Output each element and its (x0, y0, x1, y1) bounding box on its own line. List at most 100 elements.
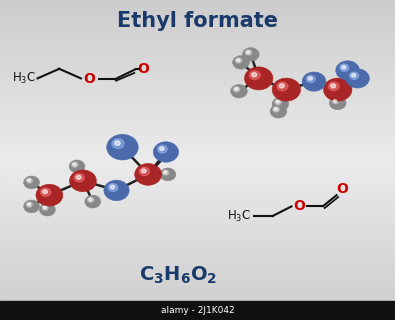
Bar (0, 104, 395, 106)
Bar (0, 293, 395, 294)
Bar (0, 21, 395, 22)
Bar (0, 237, 395, 238)
Circle shape (43, 190, 47, 194)
Bar (0, 77, 395, 78)
Bar (0, 163, 395, 165)
Bar (0, 125, 395, 126)
Circle shape (112, 139, 124, 148)
Bar (0, 80, 395, 82)
Bar (0, 245, 395, 246)
Circle shape (36, 184, 63, 206)
Bar (0, 170, 395, 171)
Bar (0, 131, 395, 133)
Bar (0, 288, 395, 290)
Bar (0, 213, 395, 214)
Bar (0, 43, 395, 45)
Bar (0, 149, 395, 150)
Bar (0, 3, 395, 5)
Bar (0, 42, 395, 43)
Bar (0, 194, 395, 195)
Circle shape (342, 66, 346, 69)
Text: Ethyl formate: Ethyl formate (117, 11, 278, 31)
Circle shape (276, 101, 279, 103)
Bar (0, 197, 395, 198)
Bar (0, 157, 395, 158)
Bar (0, 294, 395, 296)
Bar (0, 266, 395, 267)
Bar (0, 290, 395, 291)
Bar (0, 160, 395, 162)
Circle shape (163, 170, 169, 175)
Bar (0, 230, 395, 232)
Bar (0, 190, 395, 192)
Bar (0, 261, 395, 262)
Circle shape (272, 97, 289, 111)
Bar (0, 267, 395, 269)
Bar (0, 10, 395, 11)
Bar (0, 301, 395, 302)
Circle shape (135, 164, 162, 185)
Text: O: O (137, 62, 149, 76)
Bar (0, 202, 395, 203)
Bar (0, 133, 395, 134)
Bar (0, 37, 395, 38)
Bar (0, 75, 395, 77)
Bar (0, 90, 395, 91)
Circle shape (237, 59, 240, 61)
Bar (0, 59, 395, 61)
Bar (0, 243, 395, 245)
Bar (0, 166, 395, 168)
Circle shape (24, 200, 40, 213)
Bar (0, 306, 395, 307)
Circle shape (108, 184, 118, 191)
Bar (0, 29, 395, 30)
Circle shape (245, 50, 252, 55)
Circle shape (115, 141, 120, 145)
Circle shape (272, 78, 301, 101)
Bar (0, 146, 395, 147)
Bar (0, 8, 395, 10)
Bar (0, 269, 395, 270)
Bar (0, 178, 395, 179)
Bar (0, 165, 395, 166)
Bar (0, 58, 395, 59)
Circle shape (336, 61, 359, 80)
Bar (0, 72, 395, 74)
Bar (0, 54, 395, 56)
Circle shape (274, 108, 277, 110)
Circle shape (160, 168, 176, 181)
Bar (0, 150, 395, 152)
Bar (0, 64, 395, 66)
Bar (0, 6, 395, 8)
Bar (0, 218, 395, 219)
Bar (0, 0, 395, 2)
Circle shape (73, 163, 76, 165)
Bar (0, 229, 395, 230)
Bar (0, 298, 395, 299)
Bar (0, 296, 395, 298)
Bar (0, 110, 395, 112)
Circle shape (24, 176, 40, 189)
Circle shape (42, 205, 48, 210)
Bar (0, 91, 395, 93)
Bar (0, 251, 395, 253)
Circle shape (235, 58, 242, 63)
Bar (0, 310, 395, 312)
Bar (0, 198, 395, 200)
Bar (0, 66, 395, 67)
Bar (0, 258, 395, 259)
Bar (0, 122, 395, 123)
Bar (0, 318, 395, 320)
Bar (0, 216, 395, 218)
Circle shape (41, 188, 51, 196)
Bar (0, 109, 395, 110)
Circle shape (328, 82, 339, 91)
Bar (0, 136, 395, 138)
Bar (0, 195, 395, 197)
Circle shape (72, 162, 78, 167)
Bar (0, 309, 395, 310)
Bar (0, 282, 395, 283)
Bar (0, 235, 395, 237)
Circle shape (107, 134, 138, 160)
Bar (0, 14, 395, 16)
